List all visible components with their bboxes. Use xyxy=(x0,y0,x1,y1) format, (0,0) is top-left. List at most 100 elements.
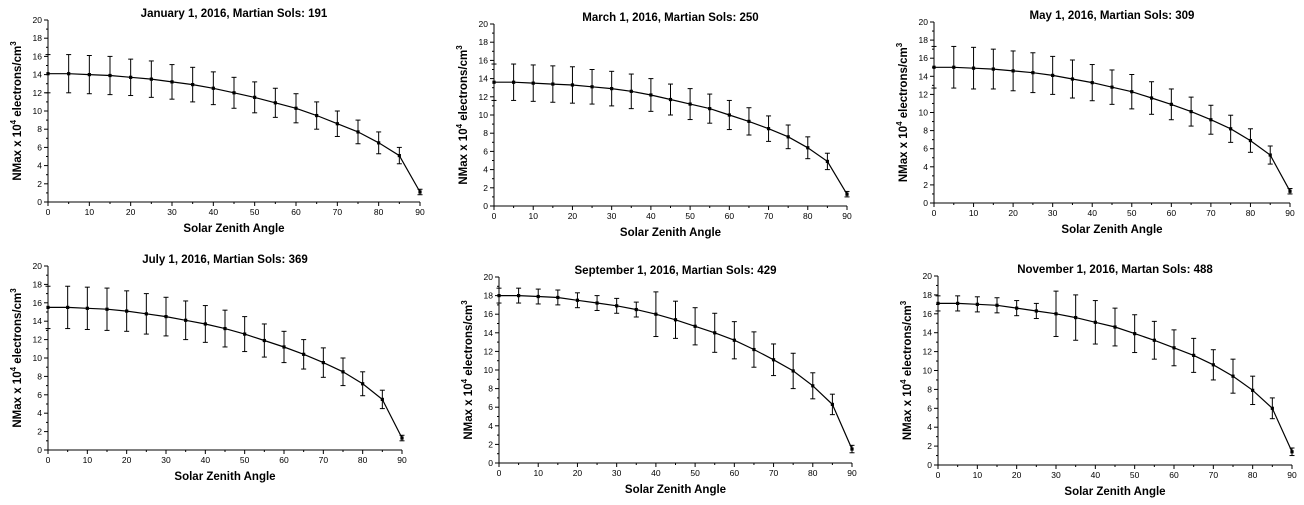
x-axis-label: Solar Zenith Angle xyxy=(620,227,721,239)
ylabel-part: 4 xyxy=(9,119,18,124)
y-tick-label: 0 xyxy=(923,198,928,208)
x-tick-label: 90 xyxy=(847,468,857,478)
x-tick-label: 80 xyxy=(808,468,818,478)
data-point xyxy=(1015,306,1019,310)
x-tick-label: 40 xyxy=(209,207,219,217)
data-point xyxy=(629,89,633,93)
x-tick-label: 10 xyxy=(85,207,95,217)
data-point xyxy=(1070,77,1075,81)
data-point xyxy=(791,369,795,373)
data-point xyxy=(595,301,599,305)
x-tick-label: 30 xyxy=(167,207,177,217)
x-tick-label: 50 xyxy=(1130,470,1140,480)
y-tick-label: 2 xyxy=(37,179,42,189)
y-tick-label: 20 xyxy=(484,272,494,282)
x-tick-label: 50 xyxy=(240,455,250,465)
data-point xyxy=(649,93,653,97)
y-tick-label: 18 xyxy=(919,35,929,45)
y-tick-label: 6 xyxy=(37,142,42,152)
data-point xyxy=(46,72,50,76)
data-point xyxy=(262,338,266,343)
y-tick-label: 2 xyxy=(488,439,493,449)
data-point xyxy=(85,306,89,310)
y-tick-label: 0 xyxy=(927,460,932,470)
data-point xyxy=(321,361,325,365)
data-point xyxy=(191,83,195,87)
y-tick-label: 18 xyxy=(479,37,489,47)
data-point xyxy=(995,303,999,307)
y-tick-label: 0 xyxy=(488,458,493,468)
ylabel-part: 3 xyxy=(455,45,464,50)
data-point xyxy=(971,66,976,70)
data-point xyxy=(556,295,560,300)
x-tick-label: 90 xyxy=(1285,208,1295,218)
ylabel-part: 4 xyxy=(455,123,464,128)
x-tick-label: 30 xyxy=(1048,208,1058,218)
ylabel-part: NMax x 10 xyxy=(12,371,24,427)
y-tick-label: 16 xyxy=(33,51,43,61)
y-tick-label: 12 xyxy=(923,347,933,357)
y-tick-label: 12 xyxy=(33,335,43,345)
y-tick-label: 6 xyxy=(488,402,493,412)
ylabel-part: electrons/cm xyxy=(898,47,910,121)
data-point xyxy=(243,332,247,336)
y-tick-label: 14 xyxy=(484,328,494,338)
data-point xyxy=(1169,102,1173,106)
ylabel-part: 3 xyxy=(9,41,18,46)
data-point xyxy=(766,127,771,131)
x-tick-label: 0 xyxy=(936,470,941,480)
data-point xyxy=(1031,71,1035,75)
x-tick-label: 50 xyxy=(685,211,695,221)
y-tick-label: 4 xyxy=(923,162,928,172)
data-point xyxy=(66,305,70,309)
data-point xyxy=(302,352,306,356)
x-tick-label: 30 xyxy=(612,468,622,478)
data-point xyxy=(975,302,979,306)
data-point xyxy=(1248,138,1253,143)
chart-title: November 1, 2016, Martan Sols: 488 xyxy=(1017,264,1213,276)
x-tick-label: 70 xyxy=(769,468,779,478)
x-tick-label: 70 xyxy=(1209,470,1219,480)
data-point xyxy=(1113,325,1117,329)
x-tick-label: 60 xyxy=(725,211,735,221)
y-tick-label: 16 xyxy=(484,309,494,319)
x-tick-label: 80 xyxy=(374,207,384,217)
y-tick-label: 0 xyxy=(37,445,42,455)
y-tick-label: 8 xyxy=(923,126,928,136)
data-point xyxy=(825,159,829,164)
data-point xyxy=(512,80,516,84)
y-tick-label: 4 xyxy=(488,421,493,431)
x-tick-label: 10 xyxy=(83,455,93,465)
y-tick-label: 10 xyxy=(919,108,929,118)
data-point xyxy=(492,80,496,84)
y-tick-label: 14 xyxy=(33,70,43,80)
y-tick-label: 18 xyxy=(33,33,43,43)
y-tick-label: 6 xyxy=(483,146,488,156)
y-tick-label: 4 xyxy=(927,422,932,432)
x-tick-label: 70 xyxy=(333,207,343,217)
y-tick-label: 8 xyxy=(927,384,932,394)
y-tick-label: 14 xyxy=(923,328,933,338)
y-axis-label: NMax x 104 electrons/cm3 xyxy=(455,45,470,185)
data-point xyxy=(536,294,540,299)
x-tick-label: 20 xyxy=(126,207,136,217)
y-tick-label: 2 xyxy=(37,427,42,437)
data-point xyxy=(747,119,751,123)
data-point xyxy=(1270,406,1274,410)
data-point xyxy=(125,309,129,313)
ylabel-part: 4 xyxy=(460,378,469,383)
data-point xyxy=(1034,309,1038,313)
chart-panel: September 1, 2016, Martian Sols: 429 0 10 2… xyxy=(460,265,857,496)
data-point xyxy=(377,141,381,145)
ylabel-part: 4 xyxy=(899,379,908,384)
ylabel-part: electrons/cm xyxy=(12,46,24,120)
data-point xyxy=(932,65,936,69)
y-tick-label: 12 xyxy=(33,88,43,98)
x-tick-label: 0 xyxy=(492,211,497,221)
ylabel-part: electrons/cm xyxy=(458,50,470,124)
data-point xyxy=(811,384,815,388)
ylabel-part: 3 xyxy=(9,288,18,293)
